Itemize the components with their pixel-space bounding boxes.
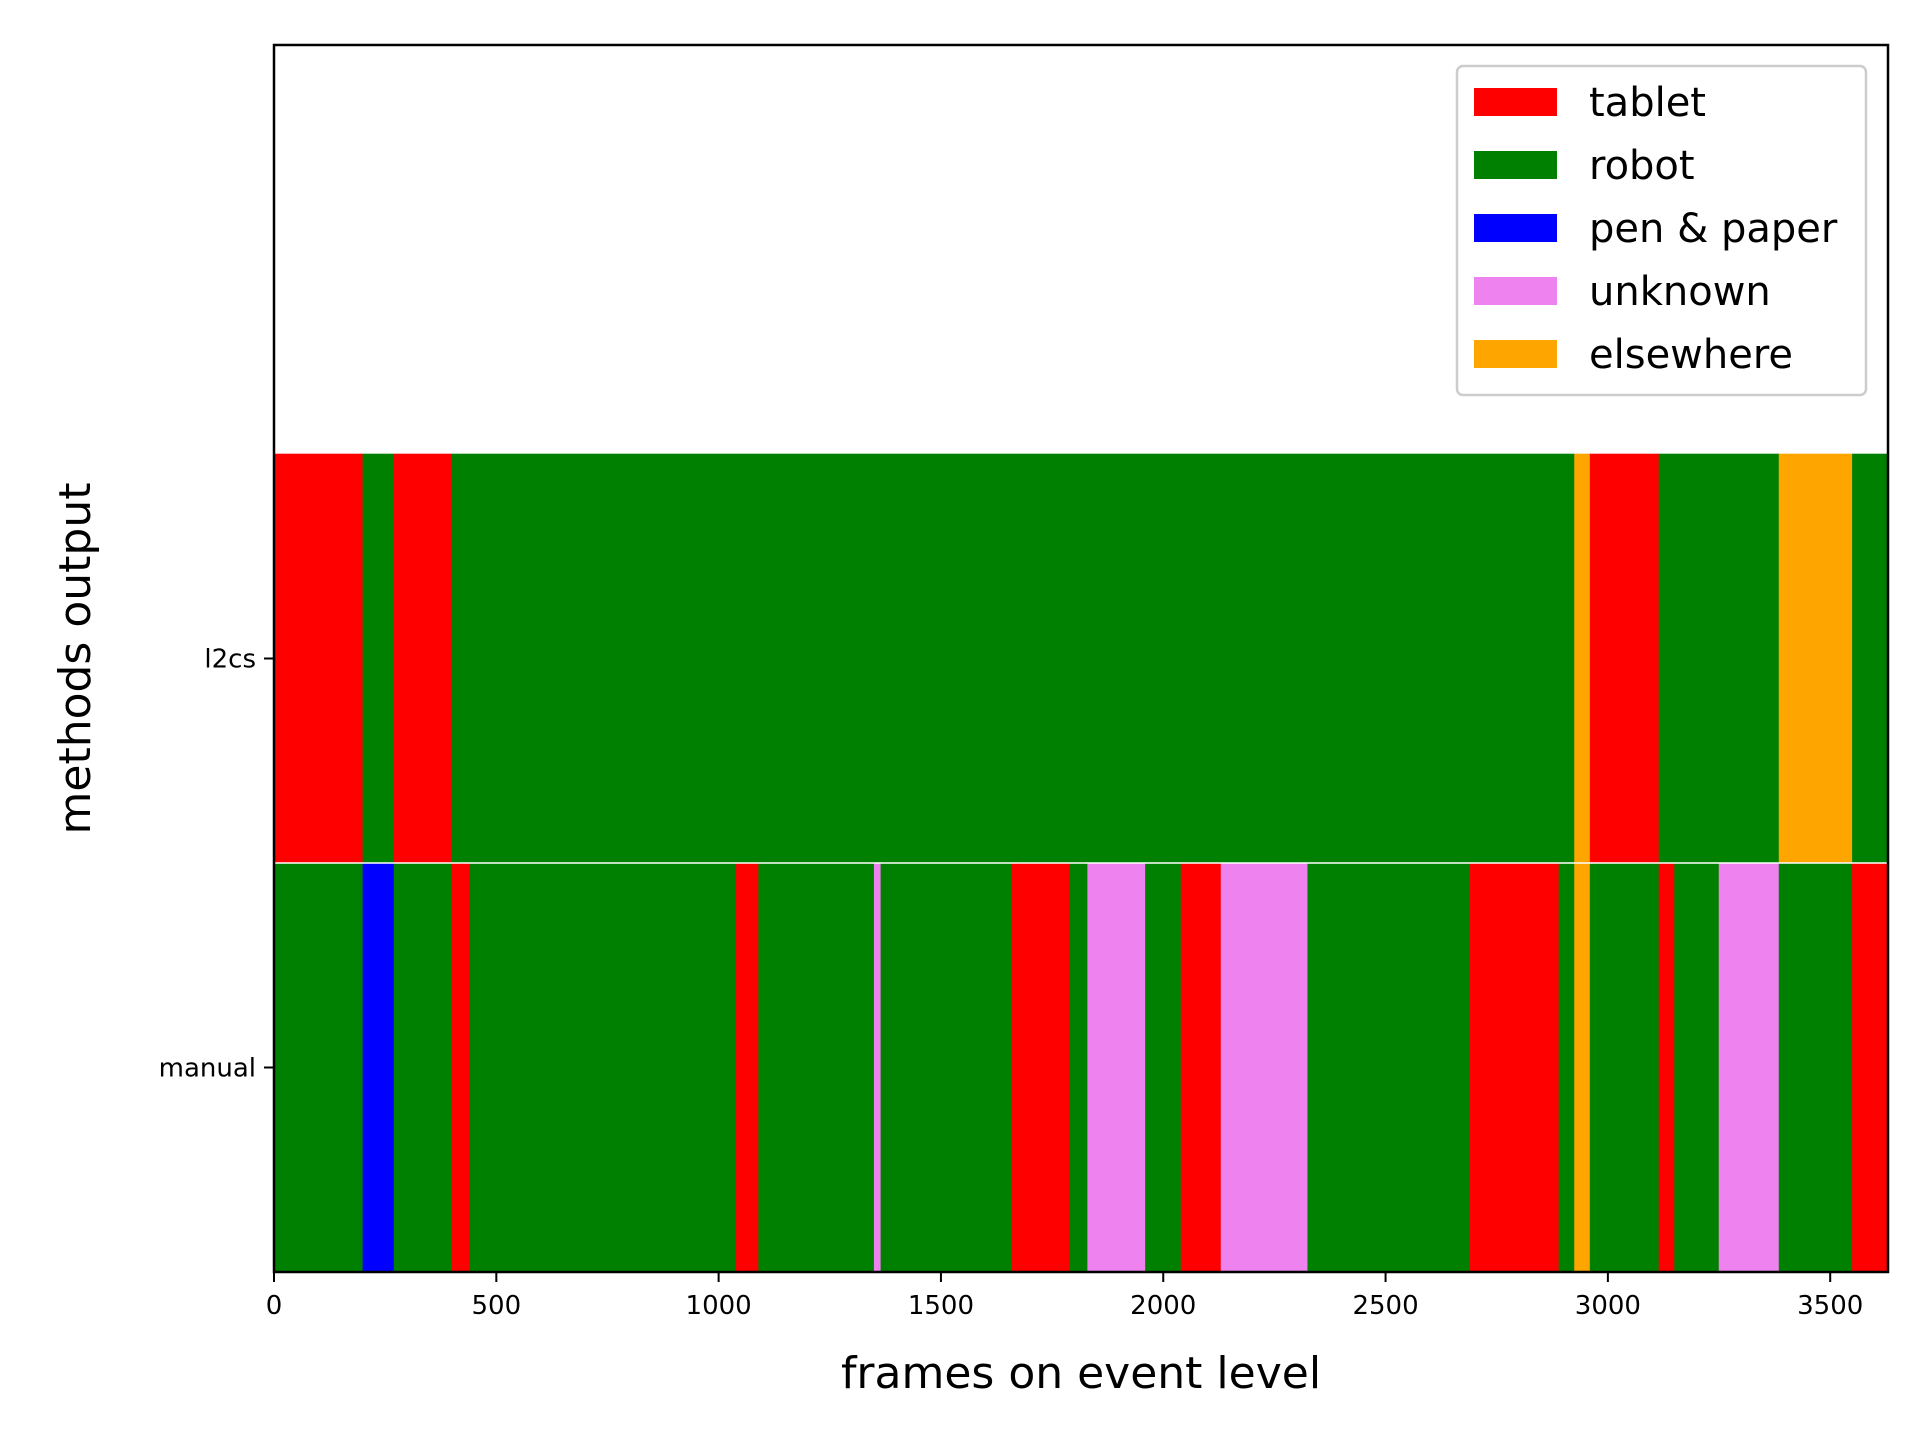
y-axis-label: methods output bbox=[50, 483, 101, 835]
segment-manual-robot bbox=[880, 862, 1013, 1273]
segment-manual-unknown bbox=[1087, 862, 1146, 1273]
legend-label-tablet: tablet bbox=[1589, 80, 1706, 126]
segment-manual-pen-paper bbox=[362, 862, 395, 1273]
segment-l2cs-elsewhere bbox=[1778, 453, 1853, 864]
segment-manual-robot bbox=[469, 862, 737, 1273]
y-tick-label-manual: manual bbox=[159, 1054, 256, 1084]
segment-manual-robot bbox=[1589, 862, 1660, 1273]
x-axis-ticks: 0 500 1000 1500 2000 2500 3000 3500 bbox=[266, 1272, 1863, 1321]
plot-area-frame bbox=[272, 43, 1890, 1274]
x-tick-label: 0 bbox=[266, 1291, 283, 1321]
legend-label-unknown: unknown bbox=[1589, 269, 1771, 315]
segment-l2cs-tablet bbox=[273, 453, 364, 864]
legend-label-elsewhere: elsewhere bbox=[1589, 332, 1793, 378]
segment-manual-robot bbox=[1069, 862, 1088, 1273]
x-tick-label: 1500 bbox=[908, 1291, 974, 1321]
segment-manual-tablet bbox=[1469, 862, 1560, 1273]
legend-label-robot: robot bbox=[1589, 143, 1695, 189]
segment-l2cs-robot bbox=[1852, 453, 1889, 864]
segment-manual-unknown bbox=[873, 862, 882, 1273]
legend: tablet robot pen & paper unknown elsewhere bbox=[1455, 64, 1868, 397]
segment-bars bbox=[273, 453, 1889, 1273]
x-tick-label: 3500 bbox=[1797, 1291, 1863, 1321]
legend-swatch-robot bbox=[1474, 151, 1557, 179]
segment-manual-tablet bbox=[736, 862, 759, 1273]
x-tick-label: 3000 bbox=[1575, 1291, 1641, 1321]
x-axis-label: frames on event level bbox=[841, 1348, 1321, 1399]
segment-l2cs-elsewhere bbox=[1574, 453, 1591, 864]
x-tick-label: 2000 bbox=[1130, 1291, 1196, 1321]
segment-manual-robot bbox=[273, 862, 364, 1273]
segment-l2cs-robot bbox=[362, 453, 395, 864]
segment-l2cs-robot bbox=[1658, 453, 1780, 864]
legend-entries: tablet robot pen & paper unknown elsewhere bbox=[1474, 80, 1838, 378]
legend-box bbox=[1455, 64, 1868, 397]
segment-manual-robot bbox=[1558, 862, 1575, 1273]
segment-manual-tablet bbox=[1011, 862, 1071, 1273]
segment-manual-robot bbox=[393, 862, 453, 1273]
segment-l2cs-tablet bbox=[393, 453, 453, 864]
y-axis-ticks: manual l2cs bbox=[159, 645, 274, 1084]
segment-manual-tablet bbox=[1180, 862, 1222, 1273]
x-tick-label: 500 bbox=[471, 1291, 521, 1321]
segment-manual-robot bbox=[1307, 862, 1471, 1273]
segment-manual-robot bbox=[1778, 862, 1853, 1273]
legend-swatch-pen-paper bbox=[1474, 214, 1557, 242]
y-tick-label-l2cs: l2cs bbox=[204, 645, 256, 675]
segment-manual-elsewhere bbox=[1574, 862, 1591, 1273]
legend-swatch-unknown bbox=[1474, 277, 1557, 305]
segment-manual-unknown bbox=[1718, 862, 1780, 1273]
segment-manual-robot bbox=[1674, 862, 1720, 1273]
legend-swatch-elsewhere bbox=[1474, 340, 1557, 368]
segment-manual-tablet bbox=[1852, 862, 1889, 1273]
segment-manual-tablet bbox=[1658, 862, 1675, 1273]
legend-swatch-tablet bbox=[1474, 88, 1557, 116]
x-tick-label: 1000 bbox=[686, 1291, 752, 1321]
segment-manual-robot bbox=[1145, 862, 1182, 1273]
segment-l2cs-robot bbox=[451, 453, 1575, 864]
legend-label-pen-paper: pen & paper bbox=[1589, 206, 1838, 252]
x-tick-label: 2500 bbox=[1352, 1291, 1418, 1321]
segment-l2cs-tablet bbox=[1589, 453, 1660, 864]
segment-manual-tablet bbox=[451, 862, 470, 1273]
segment-manual-unknown bbox=[1220, 862, 1309, 1273]
segment-manual-robot bbox=[758, 862, 875, 1273]
